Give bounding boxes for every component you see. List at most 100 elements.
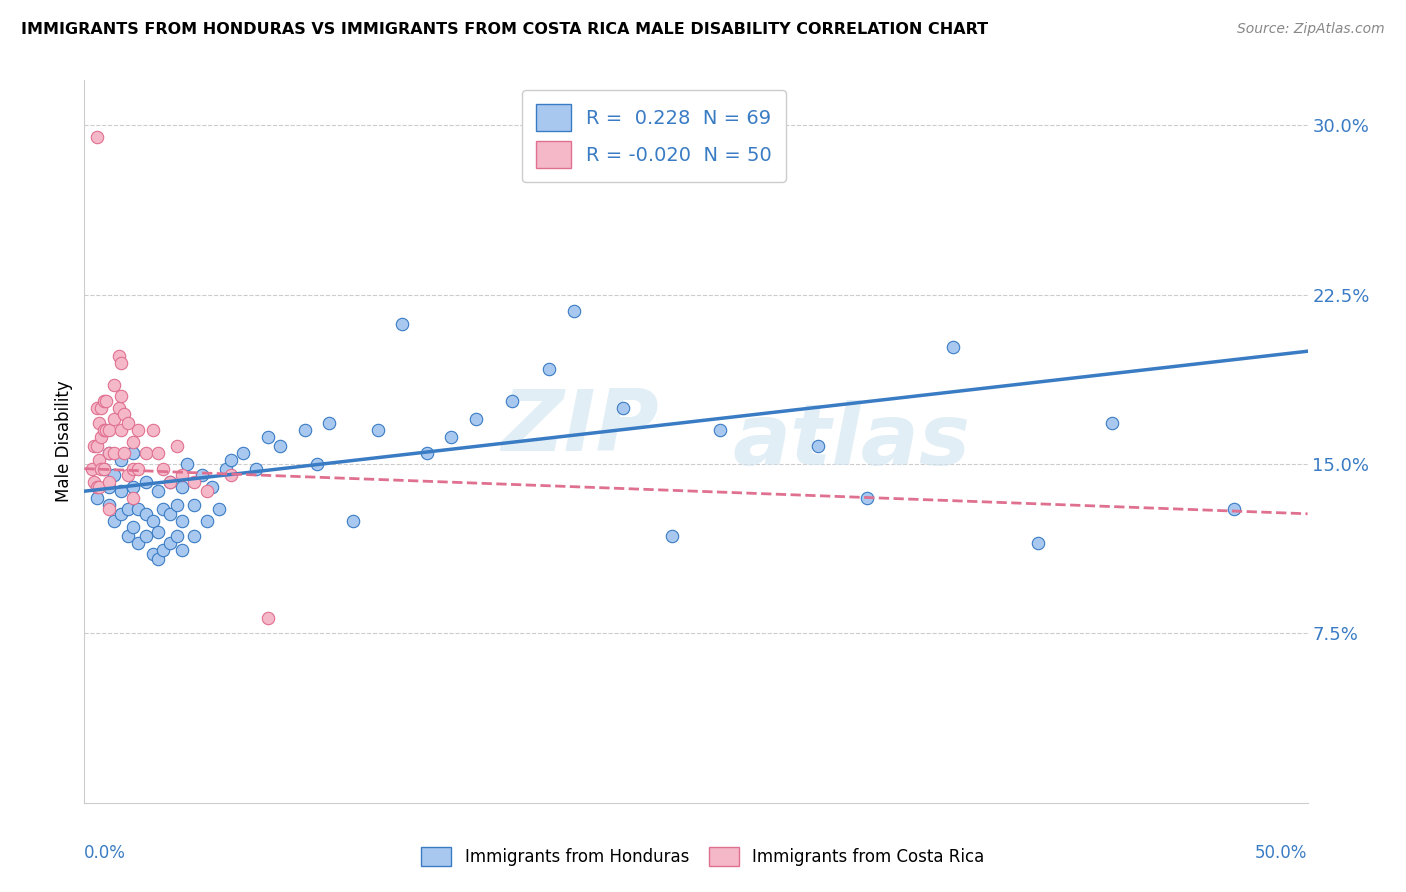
- Legend: Immigrants from Honduras, Immigrants from Costa Rica: Immigrants from Honduras, Immigrants fro…: [413, 838, 993, 875]
- Point: [208, 502, 231, 516]
- Point: [122, 461, 145, 475]
- Point: [135, 475, 157, 490]
- Point: [142, 423, 165, 437]
- Point: [146, 524, 169, 539]
- Point: [142, 514, 165, 528]
- Point: [1223, 502, 1246, 516]
- Point: [96, 423, 118, 437]
- Point: [135, 507, 157, 521]
- Point: [97, 446, 120, 460]
- Text: 0.0%: 0.0%: [84, 845, 127, 863]
- Point: [112, 446, 135, 460]
- Point: [257, 430, 280, 444]
- Point: [183, 475, 205, 490]
- Point: [942, 340, 965, 354]
- Point: [219, 452, 242, 467]
- Point: [93, 423, 115, 437]
- Point: [83, 475, 105, 490]
- Point: [86, 439, 108, 453]
- Point: [103, 446, 125, 460]
- Point: [709, 423, 731, 437]
- Point: [122, 520, 145, 534]
- Point: [117, 529, 139, 543]
- Point: [127, 461, 149, 475]
- Point: [661, 529, 683, 543]
- Point: [183, 498, 205, 512]
- Point: [1028, 536, 1050, 550]
- Point: [391, 317, 413, 331]
- Point: [232, 446, 254, 460]
- Point: [464, 412, 486, 426]
- Point: [87, 452, 110, 467]
- Point: [127, 502, 149, 516]
- Point: [97, 446, 120, 460]
- Point: [367, 423, 389, 437]
- Point: [112, 408, 135, 422]
- Text: ZIP: ZIP: [502, 385, 659, 468]
- Point: [103, 468, 125, 483]
- Point: [110, 423, 132, 437]
- Point: [152, 502, 174, 516]
- Point: [166, 439, 188, 453]
- Point: [146, 446, 169, 460]
- Point: [90, 401, 112, 415]
- Point: [127, 536, 149, 550]
- Point: [90, 461, 112, 475]
- Point: [86, 401, 108, 415]
- Point: [122, 446, 145, 460]
- Point: [257, 610, 280, 624]
- Point: [117, 502, 139, 516]
- Point: [159, 475, 181, 490]
- Point: [172, 542, 194, 557]
- Point: [103, 514, 125, 528]
- Point: [172, 480, 194, 494]
- Point: [219, 468, 242, 483]
- Point: [342, 514, 364, 528]
- Point: [502, 393, 524, 408]
- Point: [172, 514, 194, 528]
- Point: [110, 507, 132, 521]
- Point: [1101, 417, 1123, 431]
- Point: [318, 417, 340, 431]
- Point: [110, 355, 132, 369]
- Point: [122, 491, 145, 505]
- Point: [159, 475, 181, 490]
- Point: [172, 468, 194, 483]
- Point: [97, 475, 120, 490]
- Point: [97, 423, 120, 437]
- Legend: R =  0.228  N = 69, R = -0.020  N = 50: R = 0.228 N = 69, R = -0.020 N = 50: [522, 90, 786, 182]
- Point: [83, 439, 105, 453]
- Point: [117, 468, 139, 483]
- Point: [176, 457, 198, 471]
- Point: [269, 439, 291, 453]
- Point: [103, 378, 125, 392]
- Point: [807, 439, 830, 453]
- Point: [117, 417, 139, 431]
- Point: [183, 529, 205, 543]
- Point: [612, 401, 634, 415]
- Point: [127, 423, 149, 437]
- Point: [152, 461, 174, 475]
- Point: [80, 461, 103, 475]
- Point: [103, 412, 125, 426]
- Point: [87, 417, 110, 431]
- Point: [416, 446, 439, 460]
- Point: [146, 484, 169, 499]
- Point: [191, 468, 214, 483]
- Point: [135, 446, 157, 460]
- Y-axis label: Male Disability: Male Disability: [55, 381, 73, 502]
- Point: [562, 303, 585, 318]
- Point: [122, 480, 145, 494]
- Point: [200, 480, 222, 494]
- Text: Source: ZipAtlas.com: Source: ZipAtlas.com: [1237, 22, 1385, 37]
- Point: [107, 349, 129, 363]
- Point: [195, 514, 218, 528]
- Point: [86, 480, 108, 494]
- Point: [538, 362, 561, 376]
- Point: [122, 434, 145, 449]
- Point: [93, 461, 115, 475]
- Point: [97, 480, 120, 494]
- Point: [159, 536, 181, 550]
- Point: [195, 484, 218, 499]
- Point: [159, 507, 181, 521]
